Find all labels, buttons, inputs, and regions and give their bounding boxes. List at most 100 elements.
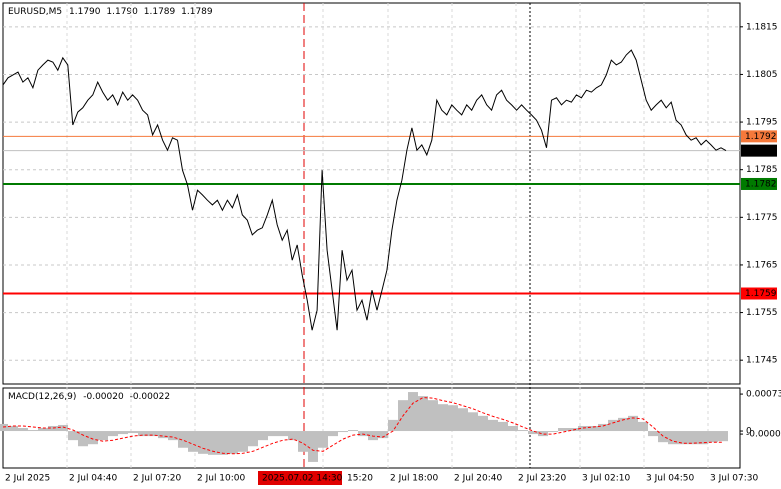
level-label-box [741, 130, 777, 143]
x-tick-label: 3 Jul 07:30 [710, 474, 759, 484]
macd-bar [548, 431, 558, 433]
macd-bar [198, 431, 208, 454]
macd-bar [708, 431, 718, 443]
macd-bar [528, 431, 538, 435]
macd-bar [188, 431, 198, 452]
macd-tick-label: 0 [746, 427, 752, 437]
x-tick-label: 2 Jul 18:00 [390, 474, 439, 484]
x-tick-label: 2 Jul 07:20 [133, 474, 182, 484]
macd-bar [8, 425, 18, 432]
macd-bar [718, 431, 728, 442]
macd-bar [78, 431, 88, 447]
macd-bar [98, 431, 108, 441]
macd-bar [648, 431, 658, 437]
y-tick-label: 1.1795 [746, 118, 778, 128]
macd-bar [118, 431, 128, 435]
x-tick-label: 2 Jul 2025 [5, 474, 50, 484]
macd-value: -0.00022 [130, 392, 170, 402]
macd-bar [418, 396, 428, 432]
x-tick-label: 15:20 [347, 474, 373, 484]
macd-bar [238, 431, 248, 452]
y-tick-label: 1.1765 [746, 260, 778, 270]
chart-symbol: EURUSD,M5 [8, 7, 62, 17]
price-panel [2, 2, 741, 385]
macd-bar [488, 419, 498, 432]
macd-bar [208, 431, 218, 455]
ohlc-value: 1.1789 [181, 7, 213, 17]
level-label-box [741, 144, 777, 157]
macd-bar [308, 431, 318, 462]
macd-bar [468, 412, 478, 432]
price-line [2, 49, 727, 331]
ohlc-value: 1.1790 [69, 7, 101, 17]
macd-bar [138, 431, 148, 437]
macd-bar [378, 431, 388, 439]
level-label: 1.1792 [745, 132, 777, 142]
macd-bar [598, 423, 608, 432]
x-tick-label: 2 Jul 10:00 [197, 474, 246, 484]
macd-bar [88, 431, 98, 445]
y-tick-label: 1.1815 [746, 22, 778, 32]
macd-bar [298, 431, 308, 452]
macd-bar [578, 425, 588, 432]
macd-bar [128, 431, 138, 434]
y-tick-label: 1.1755 [746, 308, 778, 318]
macd-tick-label: -0.00006 [746, 430, 781, 440]
y-tick-label: 1.1785 [746, 165, 778, 175]
macd-bar [168, 431, 178, 441]
macd-bar [558, 428, 568, 432]
macd-bar [108, 431, 118, 437]
macd-bar [348, 430, 358, 432]
level-label-box [741, 287, 777, 300]
signal-line [2, 397, 723, 455]
y-tick-label: 1.1745 [746, 356, 778, 366]
level-label-box [741, 177, 777, 190]
macd-bar [408, 392, 418, 432]
macd-bar [438, 404, 448, 432]
macd-bar [278, 431, 288, 437]
macd-bar [498, 421, 508, 432]
macd-tick-label: 0.00073 [746, 390, 781, 400]
level-label: 1.1782 [745, 179, 777, 189]
macd-bar [18, 428, 28, 432]
macd-bar [478, 415, 488, 432]
macd-bar [318, 431, 328, 448]
macd-bar [518, 430, 528, 432]
macd-bar [228, 431, 238, 454]
macd-bar [328, 431, 338, 437]
macd-bar [0, 423, 8, 432]
macd-bar [698, 431, 708, 445]
ohlc-value: 1.1789 [144, 7, 176, 17]
macd-bar [358, 431, 368, 437]
macd-bar [618, 417, 628, 432]
header: EURUSD,M5 1.1790 1.1790 1.1789 1.1789 [8, 7, 213, 17]
macd-bar [258, 431, 268, 441]
macd-bar [628, 415, 638, 432]
crosshair-label-box [258, 471, 342, 485]
x-tick-label: 2 Jul 20:40 [454, 474, 503, 484]
macd-bar [38, 428, 48, 432]
macd-bar [248, 431, 258, 447]
macd-bar [218, 431, 228, 455]
level-label: 1.1789 [745, 146, 777, 156]
macd-bar [388, 419, 398, 432]
macd-title: MACD(12,26,9) [8, 392, 76, 402]
crosshair-label: 2025.07.02 14:30 [262, 474, 343, 484]
macd-bar [28, 430, 38, 432]
macd-bar [268, 431, 278, 437]
macd-bar [668, 431, 678, 445]
macd-bar [158, 431, 168, 439]
macd-bar [538, 431, 548, 437]
macd-bar [688, 431, 698, 445]
macd-bar [588, 425, 598, 432]
macd-bar [48, 425, 58, 432]
macd-bar [288, 431, 298, 441]
x-tick-label: 2 Jul 04:40 [69, 474, 118, 484]
macd-bar [338, 431, 348, 433]
macd-header: MACD(12,26,9) -0.00020 -0.00022 [8, 392, 170, 402]
macd-bar [678, 431, 688, 445]
ohlc-value: 1.1790 [106, 7, 138, 17]
level-label: 1.1759 [745, 289, 777, 299]
macd-bar [148, 431, 158, 437]
